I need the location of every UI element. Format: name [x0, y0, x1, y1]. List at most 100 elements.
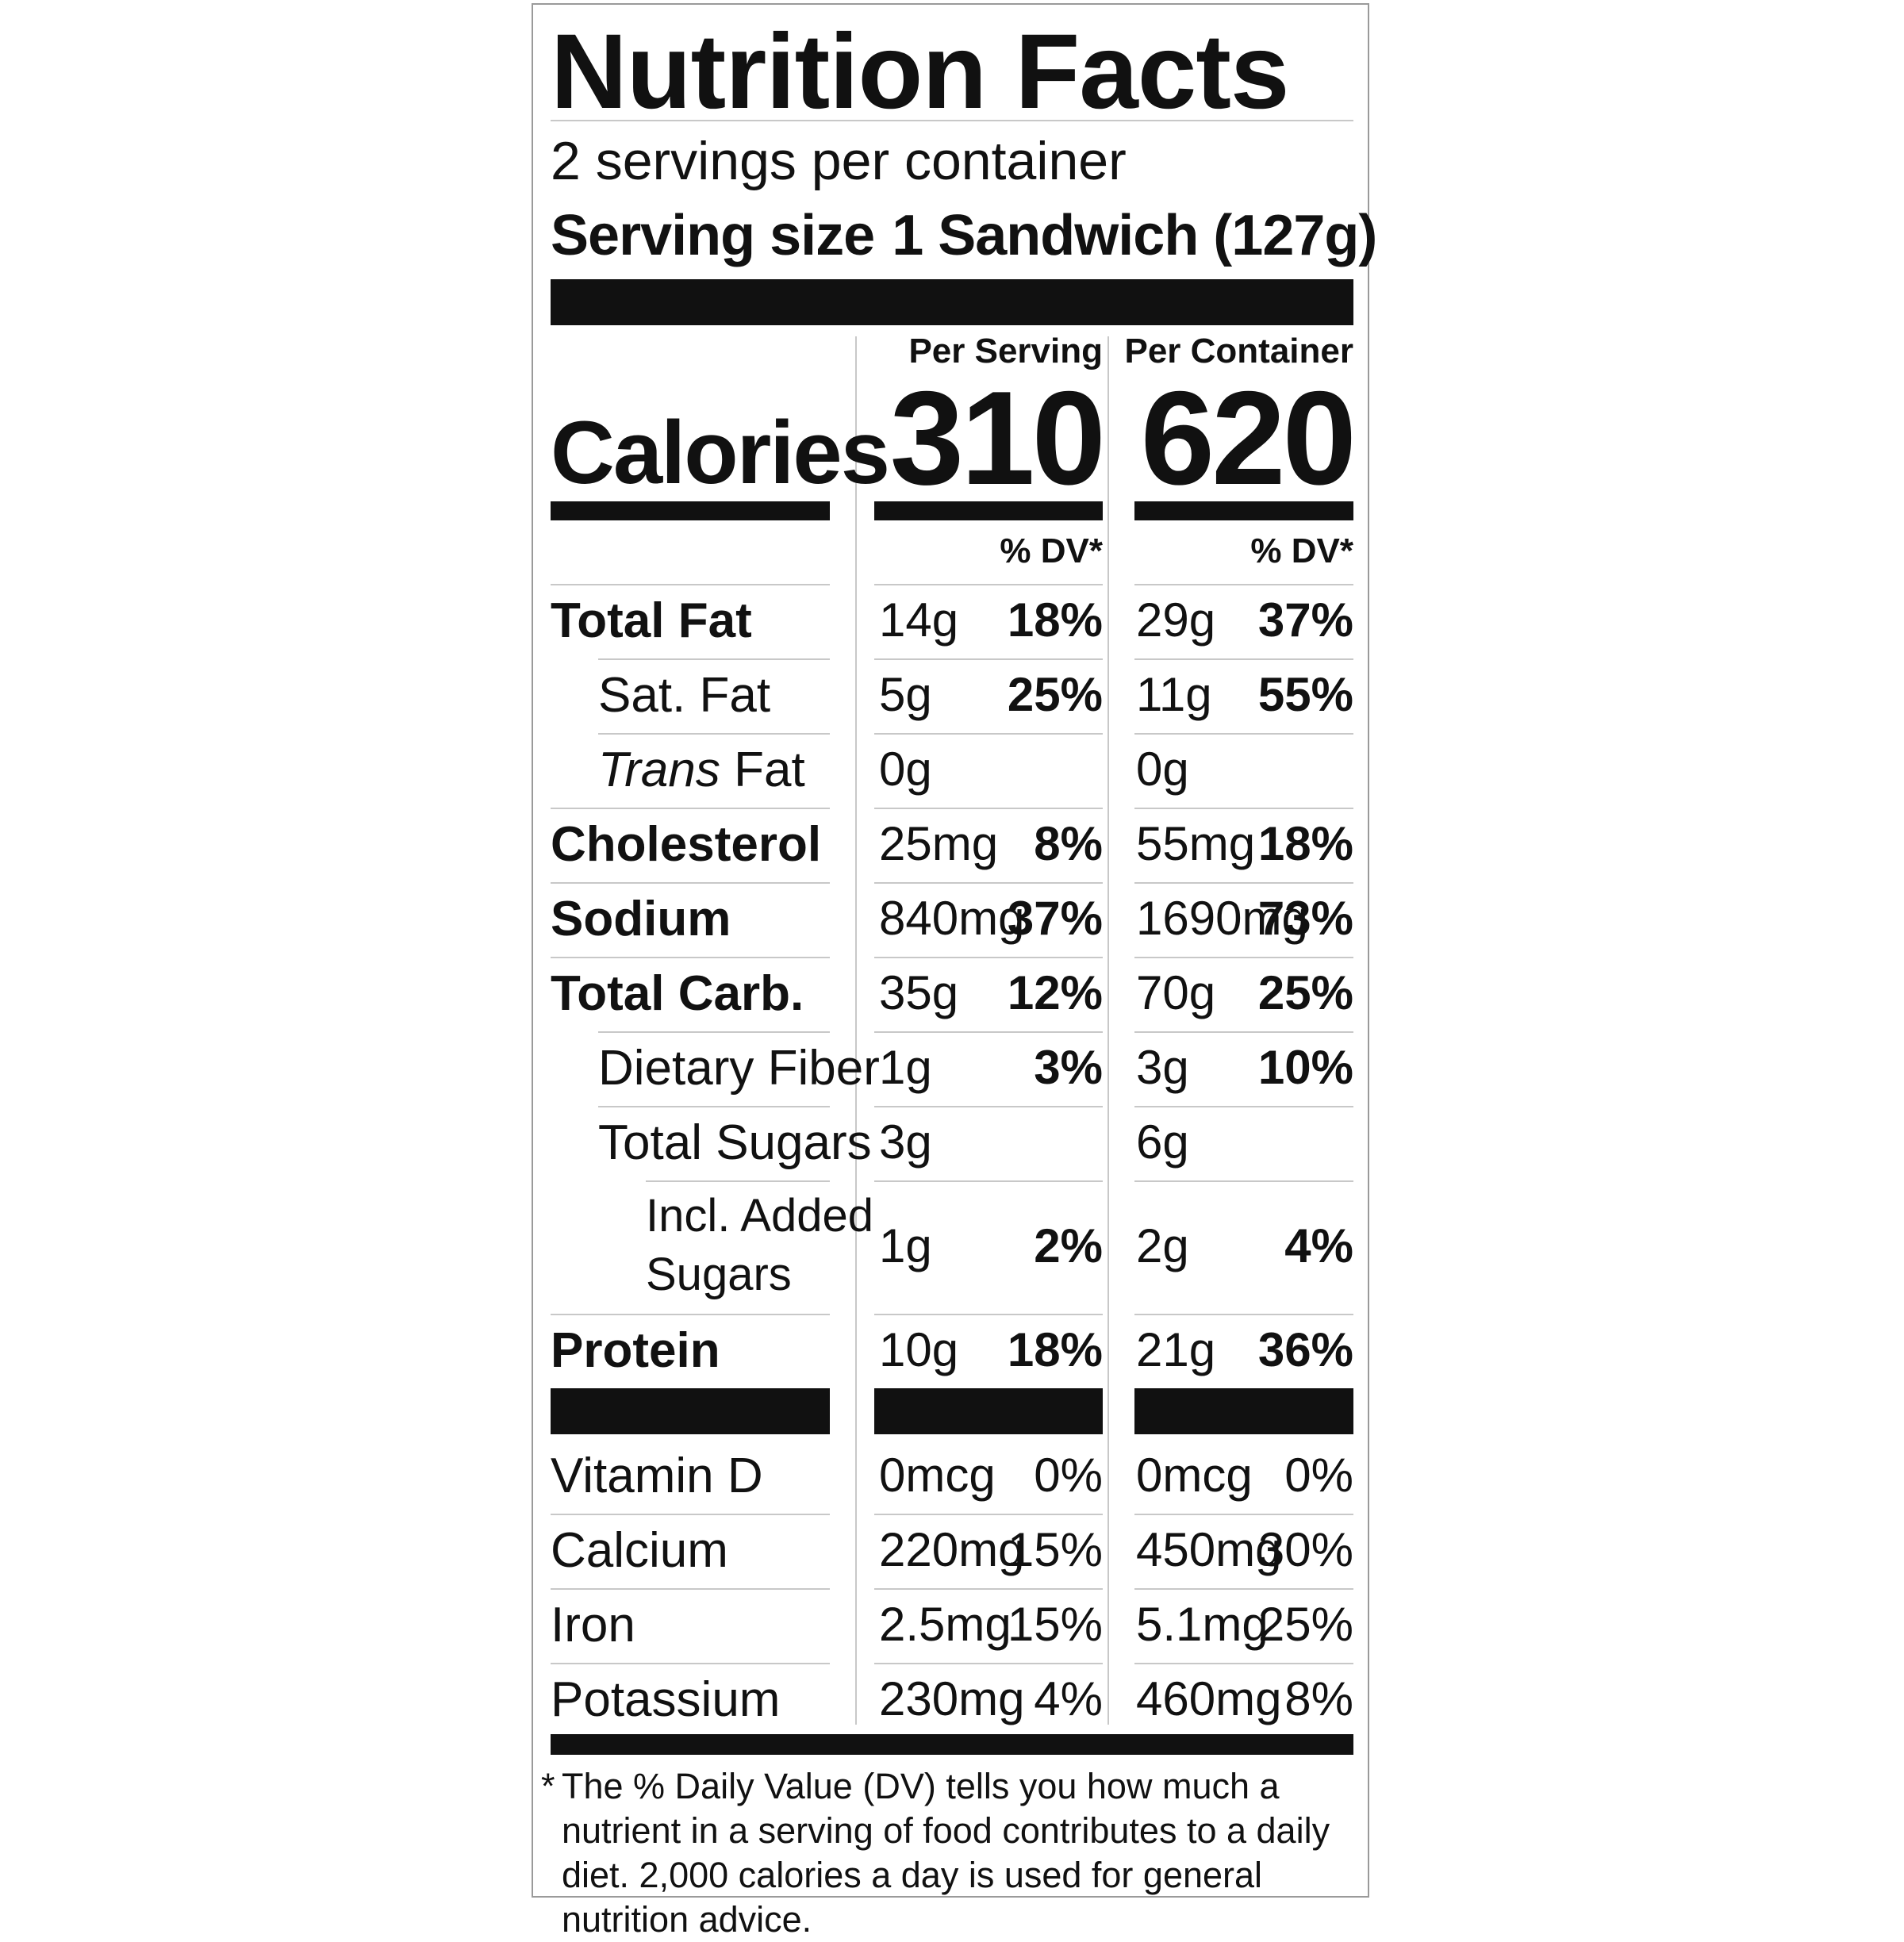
vitamin-rule-left	[551, 1388, 830, 1434]
row-divider	[874, 658, 1103, 660]
serving-amount: 0g	[879, 743, 932, 796]
container-amount: 21g	[1136, 1323, 1216, 1376]
thick-rule-top	[551, 279, 1353, 325]
serving-amount: 35g	[879, 966, 959, 1019]
row-divider	[874, 733, 1103, 735]
row-divider	[551, 882, 830, 884]
container-amount: 29g	[1136, 593, 1216, 647]
serving-amount: 14g	[879, 593, 959, 647]
per-container-header: Per Container	[1124, 332, 1353, 370]
vitamin-rule-right	[1134, 1388, 1353, 1434]
row-divider	[874, 1106, 1103, 1107]
container-dv: 37%	[1257, 593, 1353, 647]
thick-rule-bottom	[551, 1734, 1353, 1755]
row-divider	[598, 1031, 830, 1033]
servings-per-container: 2 servings per container	[551, 131, 1127, 191]
nutrient-name: Total Carb.	[551, 966, 804, 1021]
container-amount: 0mcg	[1136, 1449, 1253, 1502]
container-amount: 70g	[1136, 966, 1216, 1019]
serving-amount: 220mg	[879, 1523, 1025, 1576]
row-divider	[551, 808, 830, 809]
container-amount: 2g	[1136, 1219, 1189, 1272]
serving-amount: 840mg	[879, 892, 1025, 945]
row-divider	[1134, 1514, 1353, 1515]
calories-rule-mid	[874, 501, 1103, 520]
nutrient-name: Trans Fat	[598, 742, 805, 798]
container-dv: 4%	[1284, 1219, 1353, 1272]
label-title: Nutrition Facts	[551, 13, 1289, 131]
row-divider	[1134, 733, 1353, 735]
serving-dv: 25%	[1007, 668, 1103, 721]
serving-size-label: Serving size	[551, 204, 875, 267]
row-divider	[1134, 1031, 1353, 1033]
calories-rule-right	[1134, 501, 1353, 520]
container-amount: 11g	[1136, 668, 1212, 721]
calories-label: Calories	[551, 403, 890, 502]
row-divider	[551, 1663, 830, 1664]
container-amount: 460mg	[1136, 1672, 1282, 1725]
container-dv: 73%	[1257, 892, 1353, 945]
row-divider	[874, 1514, 1103, 1515]
row-divider	[1134, 1106, 1353, 1107]
row-divider	[1134, 957, 1353, 958]
container-dv: 0%	[1284, 1449, 1353, 1502]
serving-size-value: 1 Sandwich (127g)	[892, 204, 1377, 267]
container-amount: 1690mg	[1136, 892, 1308, 945]
row-divider	[1134, 882, 1353, 884]
per-serving-header: Per Serving	[908, 332, 1103, 370]
dv-header-serving: % DV*	[1000, 532, 1103, 570]
serving-dv: 2%	[1034, 1219, 1103, 1272]
container-dv: 18%	[1257, 817, 1353, 870]
row-divider	[551, 957, 830, 958]
row-divider	[874, 1180, 1103, 1182]
serving-amount: 2.5mg	[879, 1598, 1012, 1651]
serving-amount: 5g	[879, 668, 932, 721]
container-dv: 25%	[1257, 1598, 1353, 1651]
container-amount: 6g	[1136, 1115, 1189, 1169]
container-amount: 3g	[1136, 1041, 1189, 1094]
row-divider	[874, 584, 1103, 585]
nutrient-name: Total Fat	[551, 593, 752, 648]
serving-dv: 15%	[1007, 1598, 1103, 1651]
vitamin-name: Vitamin D	[551, 1449, 763, 1503]
container-amount: 55mg	[1136, 817, 1256, 870]
vitamin-name: Iron	[551, 1598, 635, 1652]
serving-dv: 15%	[1007, 1523, 1103, 1576]
serving-amount: 10g	[879, 1323, 959, 1376]
serving-dv: 37%	[1007, 892, 1103, 945]
nutrition-facts-label: Nutrition Facts 2 servings per container…	[532, 3, 1377, 1940]
serving-amount: 0mcg	[879, 1449, 996, 1502]
row-divider	[551, 1588, 830, 1590]
serving-dv: 3%	[1034, 1041, 1103, 1094]
container-amount: 0g	[1136, 743, 1189, 796]
row-divider	[874, 1314, 1103, 1315]
nutrient-name: Dietary Fiber	[598, 1041, 880, 1096]
row-divider	[598, 733, 830, 735]
serving-dv: 4%	[1034, 1672, 1103, 1725]
calories-per-container: 620	[1140, 363, 1357, 512]
nutrient-name-line2: Sugars	[646, 1249, 792, 1300]
serving-amount: 3g	[879, 1115, 932, 1169]
row-divider	[874, 1031, 1103, 1033]
vitamin-name: Potassium	[551, 1672, 781, 1727]
row-divider	[551, 1314, 830, 1315]
row-divider	[1134, 1180, 1353, 1182]
row-divider	[1134, 658, 1353, 660]
row-divider	[874, 1588, 1103, 1590]
row-divider	[1134, 1314, 1353, 1315]
dv-header-container: % DV*	[1250, 532, 1353, 570]
row-divider	[874, 808, 1103, 809]
title-divider	[551, 120, 1353, 121]
row-divider	[598, 658, 830, 660]
container-dv: 25%	[1257, 966, 1353, 1019]
serving-dv: 0%	[1034, 1449, 1103, 1502]
container-dv: 36%	[1257, 1323, 1353, 1376]
container-dv: 8%	[1284, 1672, 1353, 1725]
row-divider	[551, 1514, 830, 1515]
serving-amount: 1g	[879, 1041, 932, 1094]
serving-amount: 1g	[879, 1219, 932, 1272]
nutrient-name: Protein	[551, 1323, 720, 1378]
footnote-text: The % Daily Value (DV) tells you how muc…	[562, 1766, 1330, 1940]
calories-rule-left	[551, 501, 830, 520]
container-amount: 450mg	[1136, 1523, 1282, 1576]
